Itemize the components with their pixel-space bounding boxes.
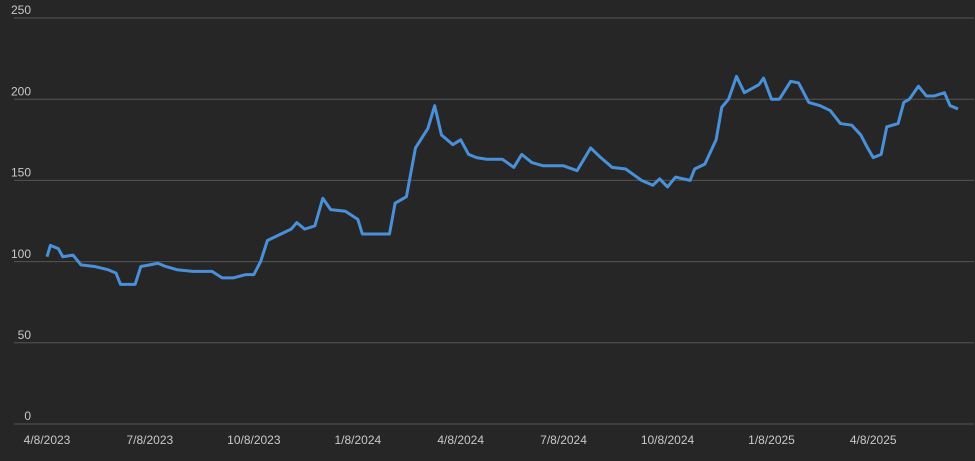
x-tick-label: 1/8/2025 bbox=[748, 433, 795, 447]
x-tick-label: 1/8/2024 bbox=[334, 433, 381, 447]
line bbox=[45, 74, 959, 286]
y-tick-label: 100 bbox=[11, 247, 31, 261]
x-tick-label: 4/8/2025 bbox=[850, 433, 897, 447]
y-tick-label: 150 bbox=[11, 166, 31, 180]
y-tick-label: 0 bbox=[24, 409, 31, 423]
x-tick-label: 7/8/2023 bbox=[126, 433, 173, 447]
y-tick-label: 50 bbox=[18, 328, 32, 342]
x-tick-label: 4/8/2023 bbox=[24, 433, 71, 447]
x-tick-label: 10/8/2024 bbox=[641, 433, 695, 447]
x-tick-label: 7/8/2024 bbox=[540, 433, 587, 447]
x-tick-label: 4/8/2024 bbox=[437, 433, 484, 447]
y-tick-label: 250 bbox=[11, 3, 31, 17]
y-tick-label: 200 bbox=[11, 84, 31, 98]
x-tick-label: 10/8/2023 bbox=[227, 433, 281, 447]
